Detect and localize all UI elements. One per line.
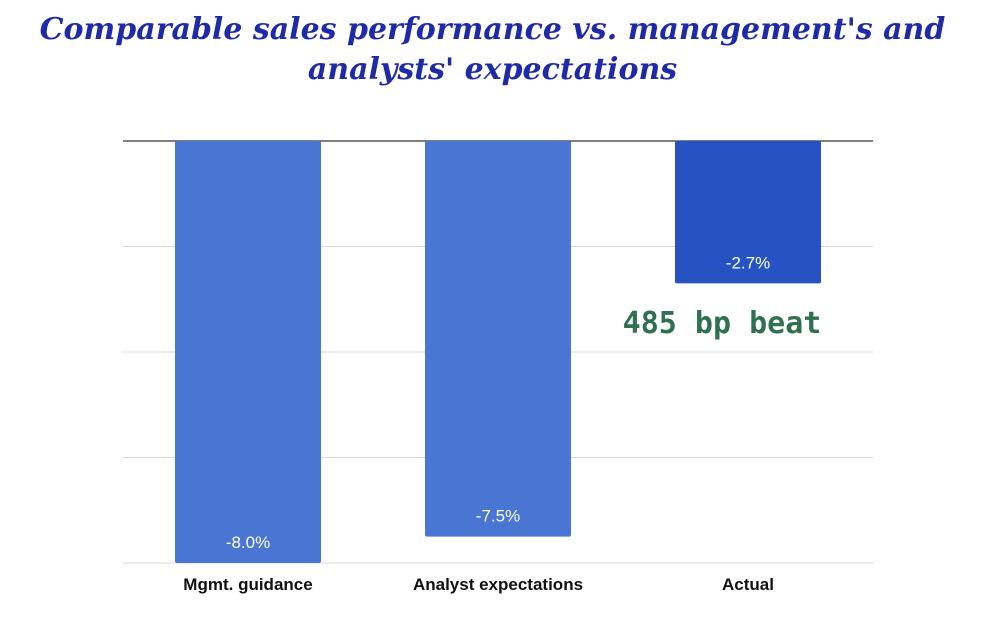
bar-analyst-expectations [425,141,571,537]
value-label: -8.0% [226,533,270,552]
category-label: Analyst expectations [413,575,583,594]
category-label: Actual [722,575,774,594]
bars [175,141,821,563]
category-label: Mgmt. guidance [183,575,312,594]
chart-title-line-2: analysts' expectations [307,52,678,87]
value-labels: -8.0% -7.5% -2.7% [226,253,770,552]
value-label: -2.7% [726,253,770,272]
value-label: -7.5% [476,507,520,526]
bar-actual [675,141,821,284]
category-labels: Mgmt. guidance Analyst expectations Actual [183,575,774,594]
chart-title: Comparable sales performance vs. managem… [0,10,985,90]
bar-mgmt-guidance [175,141,321,563]
beat-annotation: 485 bp beat [623,306,822,341]
chart-title-line-1: Comparable sales performance vs. managem… [39,12,946,47]
